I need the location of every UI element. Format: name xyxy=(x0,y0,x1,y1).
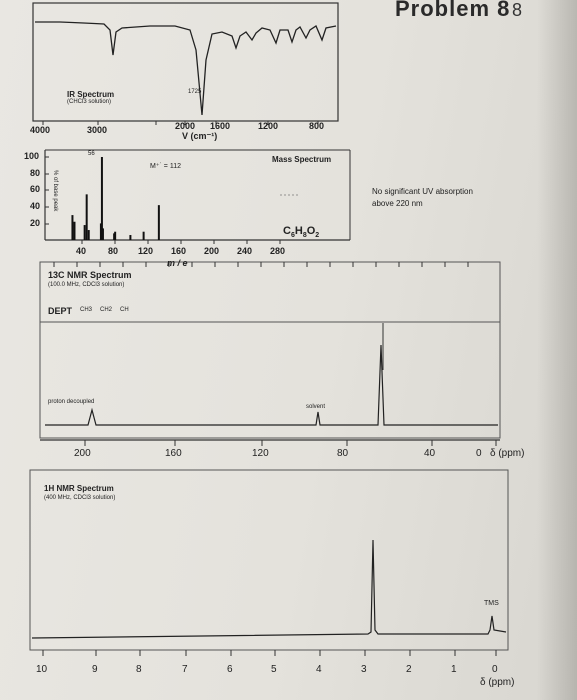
c13-dept-label: DEPT xyxy=(48,306,73,316)
ir-axis-ticks xyxy=(42,121,319,125)
c13-dept-ch: CH xyxy=(120,307,129,313)
c13-tick-80: 80 xyxy=(337,448,349,459)
ms-bars xyxy=(71,157,160,240)
h1-tms-label: TMS xyxy=(484,600,499,607)
ir-tick-3000: 3000 xyxy=(87,125,108,135)
ir-tick-1600: 1600 xyxy=(210,121,231,131)
molecular-formula: C6H8O2 xyxy=(283,225,320,240)
h1-axis-unit: δ (ppm) xyxy=(480,677,515,688)
c13-solvent-label: solvent xyxy=(306,404,326,410)
c13-tick-120: 120 xyxy=(252,448,269,459)
ms-ytick-40: 40 xyxy=(30,201,41,211)
ms-ytick-80: 80 xyxy=(30,168,41,178)
h1-tick-9: 9 xyxy=(92,664,98,675)
ms-y-label: % of base peak xyxy=(52,170,58,212)
ms-ytick-100: 100 xyxy=(24,151,40,161)
ms-ytick-60: 60 xyxy=(30,184,41,194)
ms-molecular-ion-label: M⁺˙ = 112 xyxy=(150,163,181,170)
ms-x-label: m / e xyxy=(167,258,188,268)
ms-xtick-40: 40 xyxy=(76,246,87,256)
ms-xtick-160: 160 xyxy=(171,246,187,256)
ir-title: IR Spectrum xyxy=(67,90,115,99)
c13-tick-0: 0 xyxy=(476,448,482,459)
h1-tick-0: 0 xyxy=(492,664,498,675)
handwritten-mark: 8 xyxy=(512,0,523,20)
ir-tick-800: 800 xyxy=(309,121,325,131)
uv-note: No significant UV absorption above 220 n… xyxy=(372,187,473,208)
h1-tick-4: 4 xyxy=(316,664,322,675)
h1-conditions: (400 MHz, CDCl3 solution) xyxy=(44,495,116,501)
ms-xtick-80: 80 xyxy=(108,246,119,256)
ms-xtick-240: 240 xyxy=(237,246,253,256)
h1-tick-10: 10 xyxy=(36,664,48,675)
ir-solvent: (CHCl3 solution) xyxy=(67,99,112,105)
h1-tick-2: 2 xyxy=(406,664,412,675)
ms-ytick-20: 20 xyxy=(30,218,41,228)
h1-frame xyxy=(29,469,509,651)
c13-title: 13C NMR Spectrum xyxy=(48,270,132,280)
c13-decoupled-label: proton decoupled xyxy=(48,399,95,405)
ms-title: Mass Spectrum xyxy=(272,155,332,164)
ir-trace xyxy=(35,21,337,116)
ir-tick-1200: 1200 xyxy=(258,121,279,131)
ms-base-peak-label: 56 xyxy=(88,151,95,157)
ir-peak-label: 1725 xyxy=(188,89,202,95)
c13-tick-40: 40 xyxy=(424,448,436,459)
h1-tick-3: 3 xyxy=(361,664,367,675)
c13-axis-unit: δ (ppm) xyxy=(490,448,525,459)
h1-tick-5: 5 xyxy=(271,664,277,675)
c13-dept-ch3: CH3 xyxy=(80,307,93,313)
page-shadow xyxy=(537,0,577,700)
ir-tick-2000: 2000 xyxy=(175,121,196,131)
c13-tick-160: 160 xyxy=(165,448,182,459)
ms-xtick-200: 200 xyxy=(204,246,220,256)
h1-tick-7: 7 xyxy=(182,664,188,675)
c13-conditions: (100.0 MHz, CDCl3 solution) xyxy=(48,282,125,288)
ms-xtick-120: 120 xyxy=(138,246,154,256)
h1-tick-1: 1 xyxy=(451,664,457,675)
c13-tick-200: 200 xyxy=(74,448,91,459)
h1-tick-8: 8 xyxy=(136,664,142,675)
h1-title: 1H NMR Spectrum xyxy=(44,484,114,493)
ms-xtick-280: 280 xyxy=(270,246,286,256)
h1-trace xyxy=(31,539,507,639)
h1-tick-6: 6 xyxy=(227,664,233,675)
ir-axis-unit: V (cm⁻¹) xyxy=(182,131,218,141)
c13-frame xyxy=(39,261,501,439)
ir-tick-4000: 4000 xyxy=(30,125,51,135)
c13-trace xyxy=(45,344,498,426)
problem-title: Problem 8 xyxy=(395,0,511,21)
c13-dept-ch2: CH2 xyxy=(100,307,113,313)
